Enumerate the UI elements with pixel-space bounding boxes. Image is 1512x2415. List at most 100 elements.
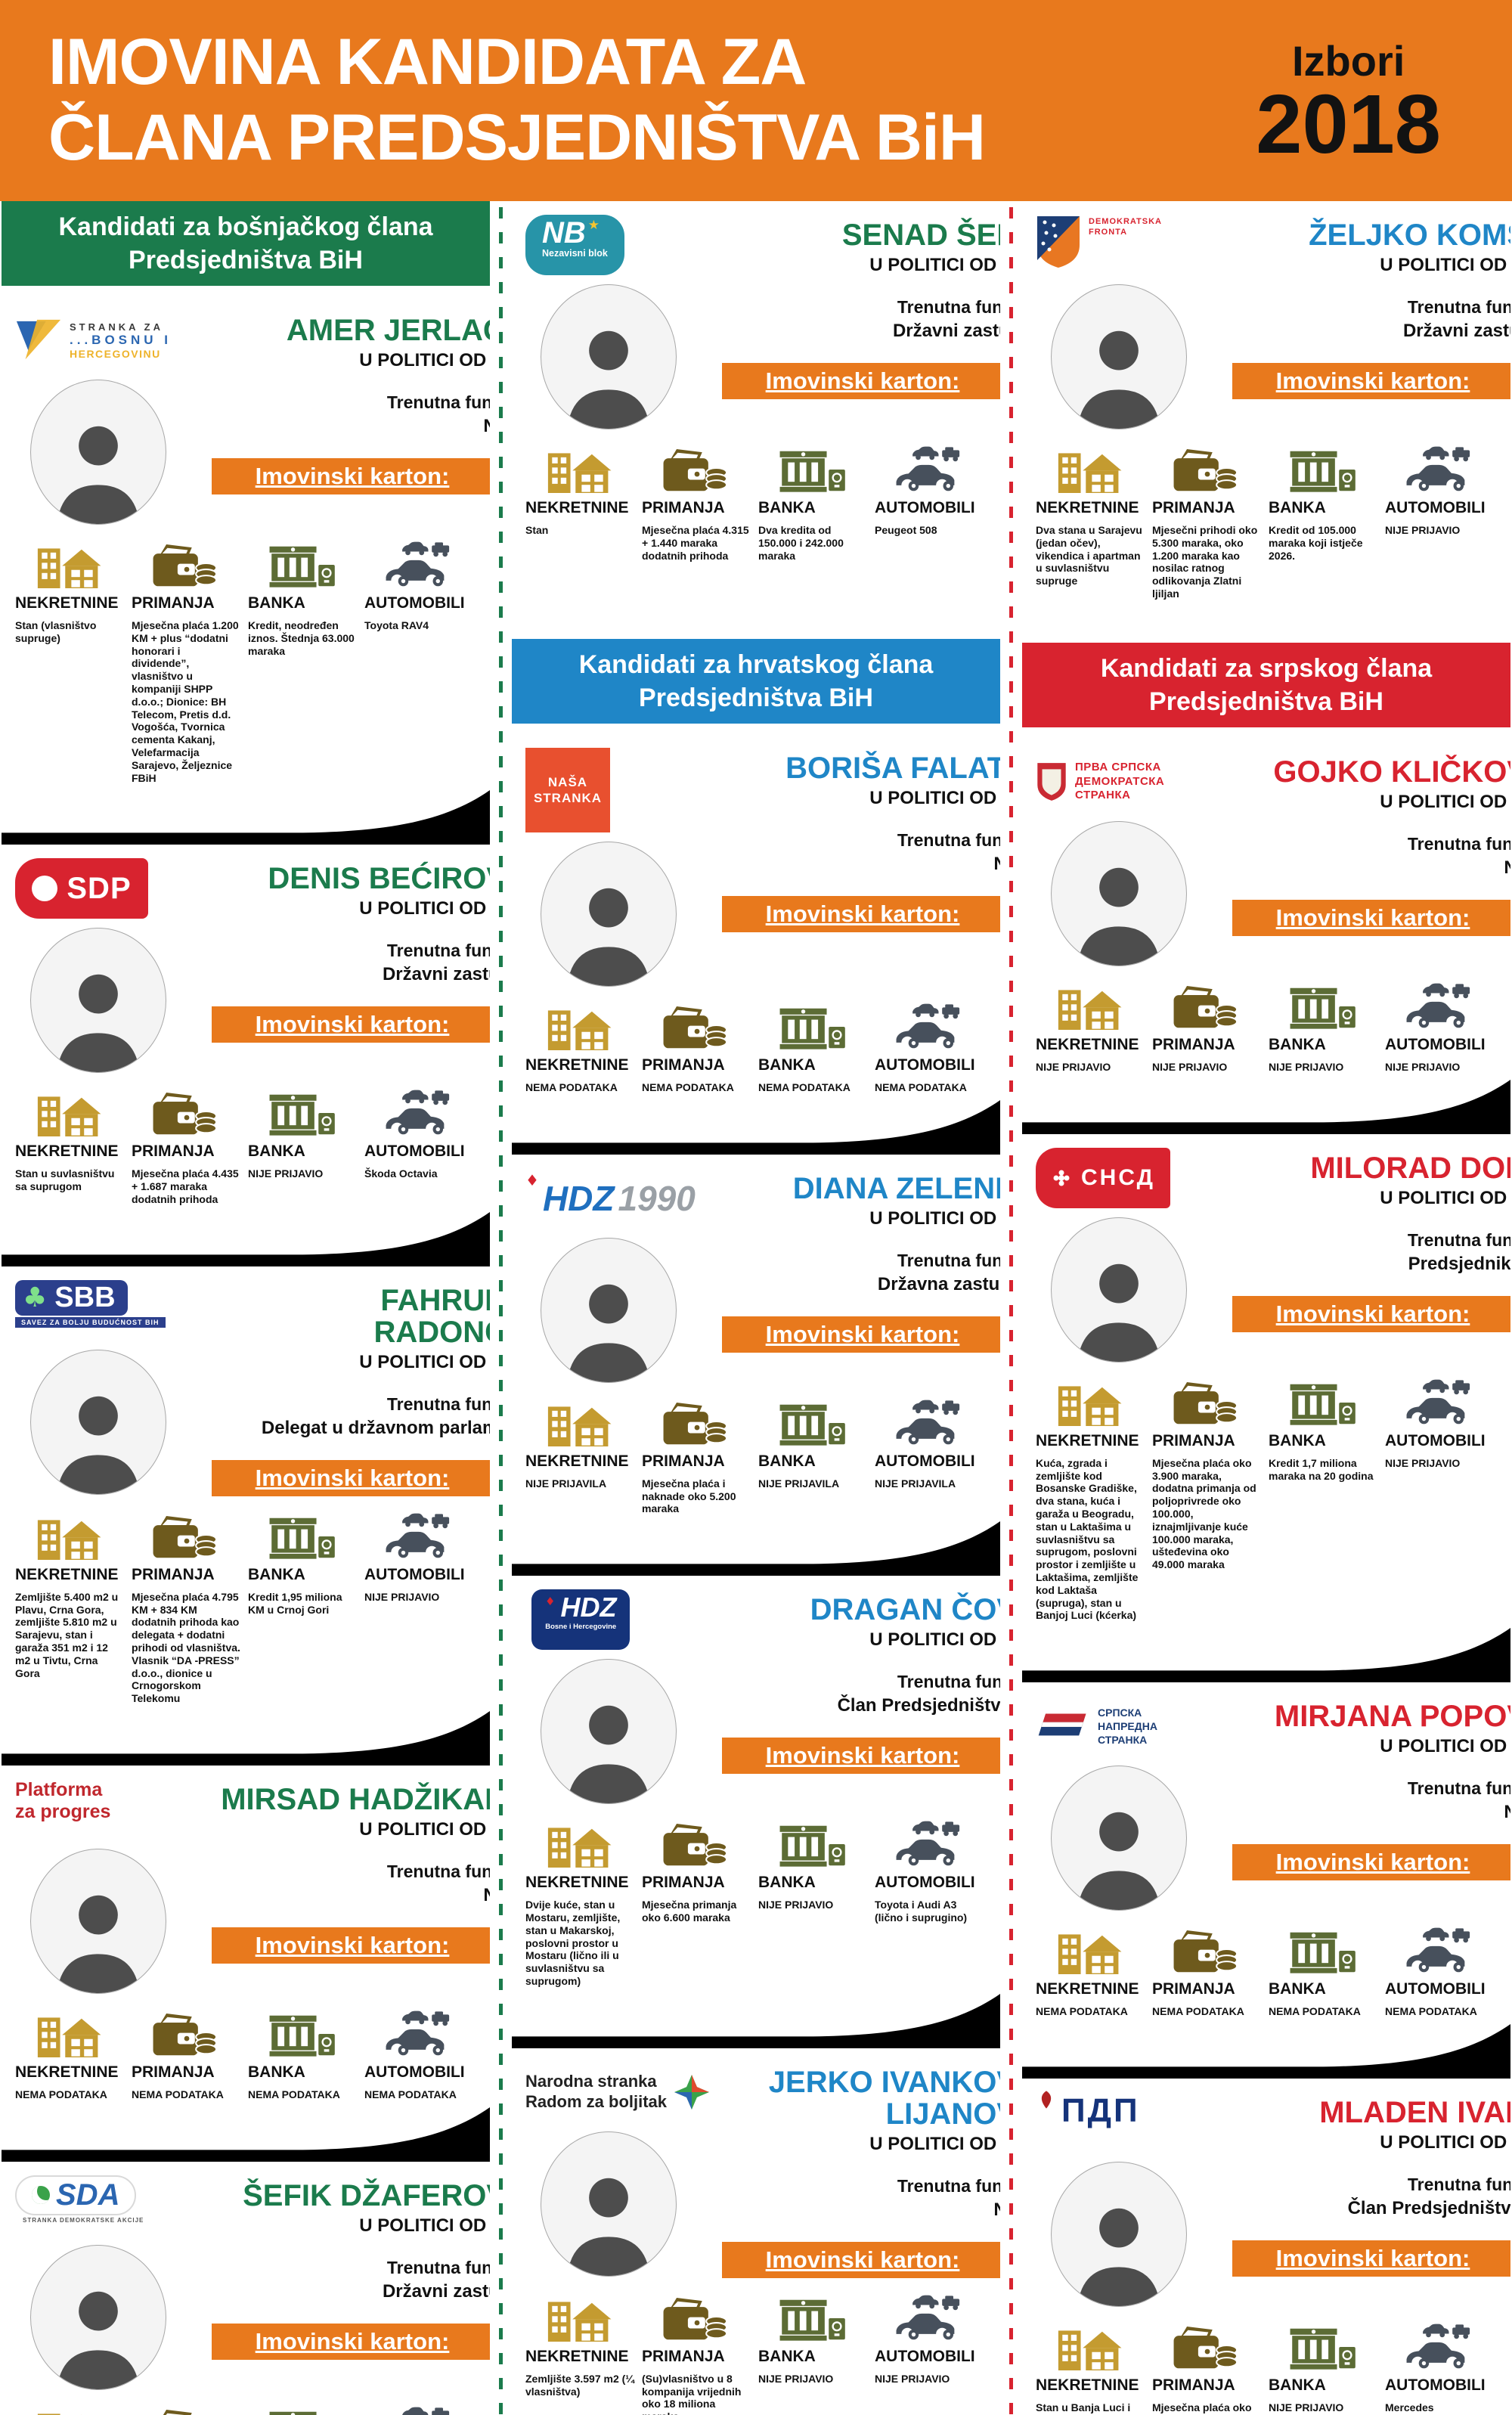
party-logo: STRANKA ZA ...BOSNU I HERCEGOVINU	[15, 310, 212, 370]
income-icon	[132, 1090, 239, 1136]
party-shield-icon	[1037, 216, 1080, 268]
bank-icon	[248, 541, 355, 588]
asset-automobili: AUTOMOBILI NEMA PODATAKA	[873, 1003, 990, 1094]
asset-automobili: AUTOMOBILI NIJE PRIJAVILA	[873, 1400, 990, 1515]
asset-label: PRIMANJA	[642, 1056, 725, 1074]
asset-card-banner: Imovinski karton:	[1232, 900, 1510, 936]
bank-icon	[248, 2407, 355, 2415]
asset-label: AUTOMOBILI	[1385, 2376, 1486, 2394]
asset-label: NEKRETNINE	[525, 1874, 629, 1892]
asset-value: Kuća, zgrada i zemljište kod Bosanske Gr…	[1036, 1456, 1139, 1622]
asset-value: Mjesečna plaća 4.795 KM + 834 KM dodatni…	[132, 1590, 240, 1705]
asset-value: Stan u suvlasništvu sa suprugom	[15, 1167, 115, 1193]
asset-label: NEKRETNINE	[525, 499, 629, 516]
asset-nekretnine: NEKRETNINE Zemljište 3.597 m2 (¼ vlasniš…	[524, 2295, 640, 2415]
in-politics-since: U POLITICI OD 1993.	[359, 898, 490, 919]
cars-icon	[875, 1821, 982, 1868]
asset-card-label: Imovinski karton:	[765, 901, 960, 927]
asset-nekretnine: NEKRETNINE Zemljište 5.400 m2 u Plavu, C…	[14, 1513, 130, 1705]
asset-value: NEMA PODATAKA	[1385, 2005, 1477, 2018]
income-icon	[1152, 446, 1259, 493]
asset-label: BANKA	[758, 499, 816, 516]
party-logo: СРПСКА НАПРЕДНА СТРАНКА	[1036, 1696, 1232, 1756]
party-line: ПРВА СРПСКА	[1075, 760, 1161, 773]
portrait	[541, 1659, 677, 1805]
asset-banka: BANKA NIJE PRIJAVIO	[757, 2295, 873, 2415]
income-icon	[1152, 983, 1259, 1030]
asset-label: BANKA	[1269, 1980, 1326, 1998]
asset-value: Peugeot 508	[875, 524, 937, 536]
party-logo: ♦ HDZ Bosne i Hercegovine	[531, 1589, 631, 1651]
section-header-serb: Kandidati za srpskog člana Predsjedništv…	[1022, 643, 1510, 727]
asset-card-label: Imovinski karton:	[255, 463, 450, 489]
asset-label: AUTOMOBILI	[875, 1056, 975, 1074]
candidate-name: DRAGAN ČOVIĆ	[810, 1593, 1000, 1627]
person-icon	[551, 314, 666, 429]
asset-label: PRIMANJA	[132, 2063, 215, 2081]
function-value: NEMA	[212, 1885, 490, 1906]
person-icon	[551, 1267, 666, 1382]
divider-swoosh	[1022, 2024, 1510, 2079]
asset-nekretnine: NEKRETNINE Dva stana u Sarajevu (jedan o…	[1034, 446, 1151, 600]
candidate-name: ŽELJKO KOMŠIĆ	[1309, 219, 1510, 252]
in-politics-since: U POLITICI OD 1998.	[1380, 255, 1510, 275]
party-line: 1990	[618, 1178, 696, 1218]
asset-label: AUTOMOBILI	[875, 2347, 975, 2365]
person-icon	[41, 2274, 156, 2389]
income-icon	[132, 2407, 239, 2415]
asset-value: NEMA PODATAKA	[525, 1081, 618, 1093]
asset-primanja: PRIMANJA Mjesečna primanja oko 6.600 mar…	[640, 1821, 757, 1988]
portrait	[1051, 1766, 1187, 1911]
candidate-name: BORIŠA FALATAR	[785, 752, 1000, 785]
bank-icon	[1269, 983, 1376, 1030]
asset-label: AUTOMOBILI	[875, 1874, 975, 1892]
cars-icon	[364, 2010, 472, 2057]
person-icon	[1061, 314, 1176, 429]
asset-label: BANKA	[1269, 1431, 1326, 1449]
asset-value: (Su)vlasništvo u 8 kompanija vrijednih o…	[642, 2372, 742, 2415]
bank-icon	[758, 2295, 866, 2342]
asset-card-banner: Imovinski karton:	[1232, 1295, 1510, 1332]
function-value: Član Predsjedništva BiH	[1347, 2197, 1510, 2218]
candidate-card-jerlagic: STRANKA ZA ...BOSNU I HERCEGOVINU AMER J…	[2, 296, 490, 845]
person-icon	[1061, 1247, 1176, 1362]
asset-label: PRIMANJA	[642, 1874, 725, 1892]
column-bosniak: Kandidati za bošnjačkog člana Predsjedni…	[2, 201, 490, 2415]
asset-value: Kredit 1,7 miliona maraka na 20 godina	[1269, 1456, 1374, 1482]
function-value: Državni zastupnik	[1402, 321, 1510, 341]
cars-icon	[875, 446, 982, 493]
function-label: Trenutna funkcija:	[386, 941, 490, 961]
real-estate-icon	[525, 1821, 633, 1868]
in-politics-since: U POLITICI OD 1988.	[1380, 2131, 1510, 2153]
function-label: Trenutna funkcija:	[1407, 834, 1510, 854]
party-line: FRONTA	[1089, 228, 1128, 237]
asset-nekretnine: NEKRETNINE NIJE PRIJAVIO	[1034, 983, 1151, 1074]
function-value: NEMA	[212, 416, 490, 437]
asset-card-banner: Imovinski karton:	[212, 1927, 490, 1964]
asset-label: AUTOMOBILI	[1385, 1036, 1486, 1053]
asset-value: Toyota RAV4	[364, 619, 429, 631]
divider-swoosh	[512, 1994, 1000, 2048]
party-line: STRANKA	[533, 791, 603, 805]
person-icon	[551, 871, 666, 986]
person-icon	[41, 957, 156, 1072]
asset-value: NIJE PRIJAVIO	[1385, 1061, 1461, 1073]
asset-label: BANKA	[1269, 2376, 1326, 2394]
asset-label: NEKRETNINE	[15, 2063, 119, 2081]
asset-label: PRIMANJA	[132, 594, 215, 612]
asset-card-label: Imovinski karton:	[255, 1931, 450, 1958]
asset-label: AUTOMOBILI	[364, 1565, 465, 1583]
asset-primanja: PRIMANJA NEMA PODATAKA	[1151, 1927, 1267, 2018]
candidate-card-ivanic: ПДП MLADEN IVANIĆ U POLITICI OD 1988. Tr…	[1022, 2079, 1510, 2415]
party-line: ДЕМОКРАТСКА	[1075, 774, 1165, 788]
asset-label: NEKRETNINE	[15, 1565, 119, 1583]
asset-value: NIJE PRIJAVIO	[758, 2372, 834, 2385]
asset-label: AUTOMOBILI	[1385, 499, 1486, 516]
asset-banka: BANKA NEMA PODATAKA	[757, 1003, 873, 1094]
party-line: NAŠA	[547, 774, 588, 789]
candidate-card-popovic: СРПСКА НАПРЕДНА СТРАНКА MIRJANA POPOVIĆ …	[1022, 1682, 1510, 2079]
asset-banka: BANKA Kredit od 105.000 maraka koji istj…	[1267, 446, 1383, 600]
person-icon	[41, 1379, 156, 1494]
real-estate-icon	[525, 1400, 633, 1446]
asset-nekretnine: NEKRETNINE NIJE PRIJAVILA	[524, 1400, 640, 1515]
